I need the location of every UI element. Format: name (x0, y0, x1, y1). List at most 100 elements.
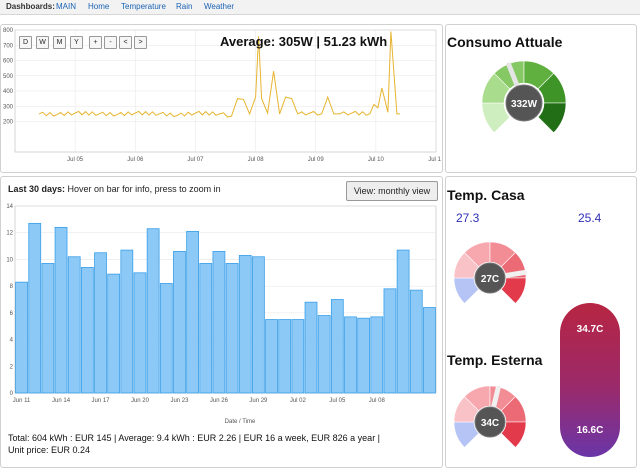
daily-bar[interactable] (15, 281, 28, 394)
daily-bar[interactable] (67, 256, 81, 394)
nav-rain-link[interactable]: Rain (176, 2, 193, 11)
daily-bar[interactable] (173, 251, 186, 394)
esterna-hub (474, 406, 506, 438)
bar-x-tick: Jun 14 (52, 398, 71, 404)
daily-bar[interactable] (28, 222, 42, 394)
power-line-chart[interactable]: 200 300 400 500 600 700 800 Jul 05 Jul 06 Jul 07… (0, 24, 441, 174)
nav-main-link[interactable]: MAIN (56, 2, 76, 11)
daily-bar[interactable] (252, 256, 265, 394)
daily-bar[interactable] (212, 251, 226, 394)
daily-bar[interactable] (199, 263, 213, 394)
daily-hint: Last 30 days: Hover on bar for info, pre… (8, 184, 221, 194)
bar-y-tick: 4 (10, 338, 14, 344)
range-year-button[interactable]: Y (70, 36, 83, 49)
power-y-axis: 200 300 400 500 600 700 800 (3, 28, 14, 126)
casa-gauge-band (500, 277, 527, 304)
bar-y-tick: 0 (10, 391, 14, 397)
summary-text: Total: 604 kWh : EUR 145 | Average: 9.4 … (8, 432, 438, 456)
daily-bar[interactable] (54, 226, 68, 394)
daily-bar[interactable] (80, 267, 94, 394)
power-y-tick: 200 (3, 120, 14, 126)
daily-bar[interactable] (159, 283, 173, 394)
range-week-button[interactable]: W (36, 36, 49, 49)
power-x-tick: Jul 06 (127, 157, 144, 163)
power-x-tick: Jul 10 (368, 157, 385, 163)
esterna-gauge-band (500, 421, 527, 448)
zoom-out-button[interactable]: - (104, 36, 117, 49)
daily-bar[interactable] (344, 316, 357, 394)
temp-scale-max: 34.7C (577, 324, 604, 335)
dashboards-bar: Dashboards: MAIN Home Temperature Rain W… (0, 0, 640, 15)
view-monthly-button[interactable]: View: monthly view (346, 181, 438, 201)
daily-bar[interactable] (291, 319, 305, 394)
nav-temperature-link[interactable]: Temperature (121, 2, 166, 11)
bar-y-axis: 0 2 4 6 8 10 12 14 (6, 204, 13, 397)
power-series-line (38, 31, 400, 118)
consumo-hub (505, 84, 543, 122)
pan-right-button[interactable]: > (134, 36, 147, 49)
power-x-tick: Jul 07 (187, 157, 204, 163)
bar-y-tick: 6 (10, 311, 14, 317)
consumo-gauge-bands (481, 60, 567, 134)
bar-x-tick: Jun 29 (249, 398, 268, 404)
daily-bar[interactable] (396, 249, 410, 394)
consumo-gauge-band (481, 102, 511, 134)
temp-casa-value: 27C (481, 274, 499, 285)
daily-bar[interactable] (186, 230, 199, 394)
daily-bar[interactable] (225, 263, 239, 394)
power-y-tick: 300 (3, 104, 14, 110)
daily-bar[interactable] (357, 317, 371, 394)
summary-line-2: Unit price: EUR 0.24 (8, 445, 91, 455)
bar-x-tick: Jul 05 (329, 398, 346, 404)
daily-bar[interactable] (238, 255, 252, 394)
daily-bar[interactable] (383, 288, 397, 394)
daily-bar[interactable] (265, 319, 278, 394)
casa-hub (474, 262, 506, 294)
power-x-tick: Jul 05 (67, 157, 84, 163)
power-x-tick: Jul 09 (308, 157, 325, 163)
bar-x-tick: Jul 08 (369, 398, 386, 404)
daily-bar[interactable] (133, 272, 147, 394)
temp-esterna-value: 34C (481, 418, 499, 429)
power-grid (15, 29, 437, 152)
bar-y-tick: 10 (6, 257, 13, 263)
pan-left-button[interactable]: < (119, 36, 132, 49)
daily-hint-bold: Last 30 days: (8, 184, 66, 194)
bar-x-tick: Jun 20 (131, 398, 150, 404)
bar-x-axis: Jun 11 Jun 14 Jun 17 Jun 20 Jun 23 Jun 26 Jun … (13, 398, 386, 404)
daily-bar[interactable] (41, 263, 55, 394)
bar-series (15, 222, 436, 394)
daily-bar[interactable] (107, 273, 121, 394)
nav-weather-link[interactable]: Weather (204, 2, 235, 11)
bar-x-tick: Jun 11 (13, 398, 31, 404)
daily-bar[interactable] (409, 289, 423, 394)
consumo-gauge: 332W (481, 60, 567, 134)
zoom-in-button[interactable]: + (89, 36, 102, 49)
bar-y-tick: 14 (6, 204, 13, 210)
daily-bar[interactable] (304, 301, 318, 394)
power-x-tick: Jul 11 (428, 157, 441, 163)
nav-home-link[interactable]: Home (88, 2, 110, 11)
bar-x-tick: Jun 17 (92, 398, 111, 404)
daily-bar[interactable] (423, 307, 436, 394)
daily-bar[interactable] (330, 299, 344, 394)
daily-bar[interactable] (278, 319, 292, 394)
daily-bar[interactable] (317, 315, 331, 394)
daily-bar[interactable] (94, 252, 107, 394)
bar-y-tick: 12 (6, 231, 13, 237)
daily-bar[interactable] (146, 228, 160, 394)
bar-x-tick: Jun 26 (210, 398, 229, 404)
temp-scale-min: 16.6C (577, 425, 604, 436)
temp-esterna-gauge: 34C (453, 385, 527, 448)
temp-scale: 34.7C 16.6C (560, 303, 620, 457)
power-x-tick: Jul 08 (248, 157, 265, 163)
power-x-axis: Jul 05 Jul 06 Jul 07 Jul 08 Jul 09 Jul 10 Jul … (67, 157, 441, 163)
temp-casa-gauge: 27C (453, 241, 528, 304)
daily-bar[interactable] (370, 316, 384, 394)
daily-bar[interactable] (120, 249, 134, 394)
power-y-tick: 700 (3, 43, 14, 49)
range-month-button[interactable]: M (53, 36, 66, 49)
daily-hint-text: Hover on bar for info, press to zoom in (67, 184, 221, 194)
range-day-button[interactable]: D (19, 36, 32, 49)
